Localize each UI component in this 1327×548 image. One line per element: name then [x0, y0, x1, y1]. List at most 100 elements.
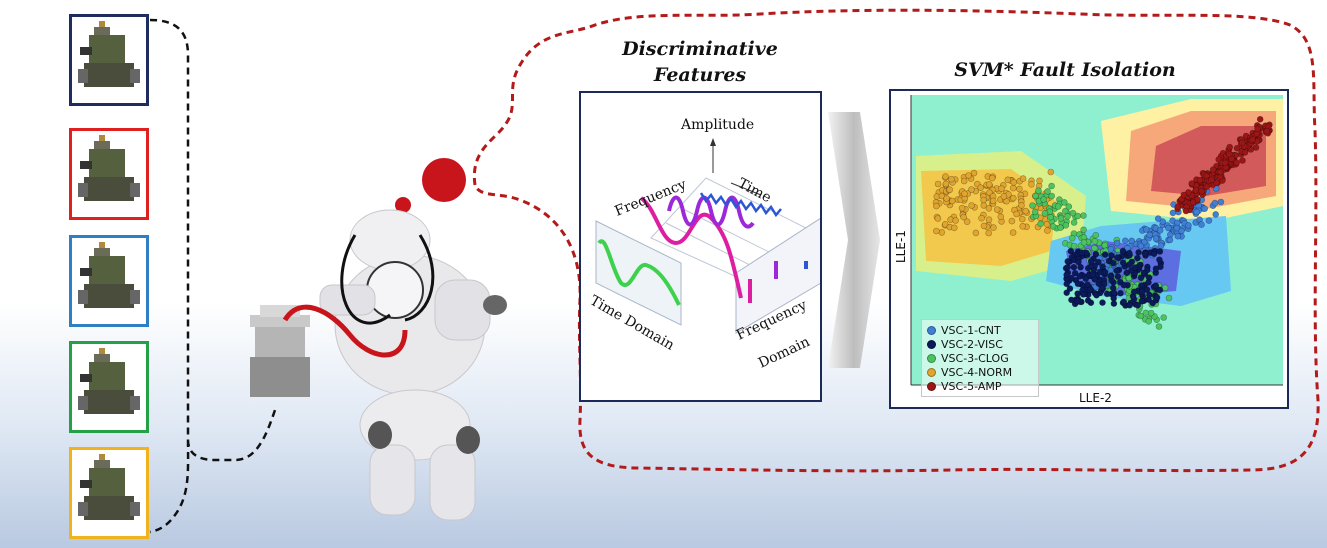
legend-item-norm: VSC-4-NORM [927, 365, 1033, 379]
scatter-point [1099, 263, 1106, 270]
scatter-point [1194, 196, 1201, 203]
scatter-point [1062, 207, 1069, 215]
scatter-point [1156, 227, 1164, 234]
scatter-point [1091, 238, 1099, 245]
scatter-point [1254, 125, 1261, 133]
scatter-point [1086, 286, 1094, 294]
scatter-point [1070, 242, 1078, 250]
scatter-point [933, 202, 940, 210]
scatter-point [1226, 143, 1234, 151]
scatter-point [1256, 115, 1264, 123]
scatter-point [1087, 258, 1095, 265]
scatter-point [1110, 300, 1118, 307]
scatter-point [1107, 246, 1115, 253]
scatter-point [1201, 205, 1209, 212]
features-title: Discriminative Features [622, 38, 778, 86]
valve-frame-2 [69, 128, 149, 220]
solenoid-valve-icon [78, 454, 140, 520]
scatter-point [933, 227, 940, 235]
scatter-point [1084, 297, 1092, 304]
scatter-point [1142, 309, 1150, 317]
scatter-point [1188, 180, 1196, 187]
scatter-point [1137, 242, 1145, 250]
scatter-point [1043, 220, 1051, 228]
scatter-point [1154, 215, 1162, 222]
scatter-point [1000, 193, 1008, 200]
scatter-point [1160, 314, 1168, 321]
legend-marker [927, 367, 936, 377]
scatter-point [1049, 223, 1057, 230]
stethoscope-tube [282, 304, 408, 358]
scatter-point [1077, 263, 1084, 271]
scatter-point [1138, 298, 1146, 305]
scatter-point [1126, 261, 1133, 268]
scatter-point [985, 181, 993, 188]
scatter-point [1066, 285, 1074, 292]
scatter-point [985, 216, 993, 223]
scatter-point [980, 222, 988, 230]
scatter-point [1093, 291, 1100, 299]
scatter-point [1192, 187, 1200, 194]
legend-label: VSC-2-VISC [941, 337, 1003, 351]
scatter-point [1146, 231, 1154, 239]
scatter-point [1126, 249, 1133, 257]
scatter-point [1069, 234, 1076, 242]
scatter-point [1013, 210, 1020, 218]
scatter-point [1185, 222, 1192, 229]
scatter-point [988, 174, 996, 182]
scatter-point [1063, 280, 1070, 288]
legend-item-clog: VSC-3-CLOG [927, 351, 1033, 365]
scatter-point [1074, 297, 1081, 305]
scatter-point [1156, 248, 1164, 255]
scatter-point [1174, 203, 1182, 210]
scatter-point [1145, 291, 1153, 299]
legend-label: VSC-1-CNT [941, 323, 1001, 337]
scatter-point [1103, 290, 1111, 298]
valve-frame-5 [69, 447, 149, 539]
scatter-point [958, 204, 966, 212]
scatter-point [1016, 185, 1023, 193]
scatter-point [1233, 144, 1241, 152]
blue-wave [699, 192, 782, 218]
scatter-point [963, 218, 971, 225]
scatter-point [1057, 215, 1065, 222]
scatter-point [948, 197, 956, 205]
scatter-point [1009, 229, 1017, 236]
scatter-point [1152, 235, 1160, 242]
scatter-point [1036, 177, 1043, 185]
valve-frame-4 [69, 341, 149, 433]
scatter-point [1122, 237, 1129, 245]
scatter-point [1120, 298, 1128, 305]
scatter-point [1064, 213, 1071, 220]
scatter-point [1203, 183, 1211, 191]
scatter-point [1113, 239, 1121, 247]
scatter-point [997, 213, 1005, 221]
scatter-point [1078, 249, 1086, 256]
scatter-norm [932, 168, 1055, 237]
scatter-point [1064, 263, 1071, 271]
scatter-point [1063, 271, 1070, 279]
accelerometer-sensor-icon [250, 305, 310, 397]
scatter-point [1130, 288, 1138, 296]
scatter-point [1203, 172, 1210, 180]
scatter-point [1091, 244, 1098, 252]
scatter-point [1084, 281, 1091, 288]
scatter-point [1238, 139, 1246, 147]
scatter-point [985, 205, 993, 212]
scatter-point [968, 186, 975, 193]
scatter-point [942, 173, 949, 180]
scatter-point [1004, 176, 1012, 184]
scatter-point [1208, 176, 1215, 183]
scatter-point [1221, 159, 1229, 167]
scatter-point [1165, 294, 1173, 302]
solenoid-valve-icon [78, 242, 140, 308]
scatter-point [980, 196, 987, 204]
thought-bubble-small [395, 197, 411, 213]
scatter-point [989, 197, 997, 205]
scatter-point [1101, 269, 1109, 276]
scatter-point [977, 184, 984, 191]
scatter-point [1019, 175, 1027, 182]
scatter-point [1198, 187, 1206, 195]
scatter-point [1028, 181, 1035, 188]
scatter-point [1239, 157, 1246, 164]
